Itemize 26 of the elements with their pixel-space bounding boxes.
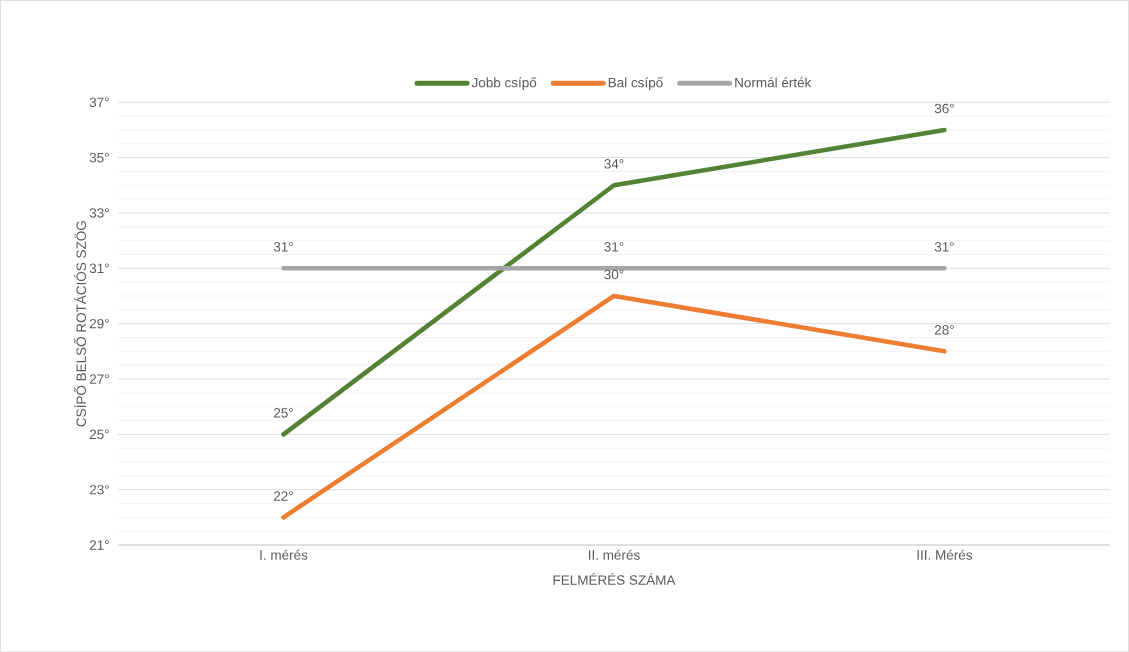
- y-tick-label: 21°: [89, 540, 109, 550]
- legend-label: Bal csípő: [608, 77, 663, 90]
- y-tick-label: 37°: [89, 97, 109, 107]
- data-label: 22°: [274, 491, 293, 501]
- y-tick-label: 29°: [89, 318, 109, 329]
- x-tick-label: III. Mérés: [917, 549, 973, 560]
- data-label: 28°: [934, 324, 954, 335]
- y-axis-title: CSÍPŐ BELSŐ ROTÁCIÓS SZÖG: [74, 221, 86, 427]
- y-tick-label: 23°: [89, 484, 109, 495]
- data-label: 31°: [273, 241, 293, 252]
- x-tick-label: II. mérés: [588, 549, 640, 560]
- x-axis-title: FELMÉRÉS SZÁMA: [553, 572, 676, 585]
- legend-label: Normál érték: [735, 77, 812, 88]
- legend-label: Jobb csípő: [471, 77, 537, 90]
- data-label: 31°: [934, 241, 954, 252]
- y-tick-label: 33°: [89, 208, 109, 218]
- y-tick-label: 35°: [89, 152, 109, 163]
- data-label: 36°: [934, 103, 954, 114]
- y-tick-label: 27°: [89, 374, 109, 384]
- x-tick-label: I. mérés: [260, 549, 308, 560]
- data-label: 31°: [604, 241, 624, 252]
- data-label: 30°: [604, 269, 624, 280]
- y-tick-label: 31°: [89, 263, 109, 273]
- data-label: 34°: [604, 158, 624, 169]
- y-tick-label: 25°: [89, 429, 109, 439]
- data-label: 25°: [274, 407, 293, 418]
